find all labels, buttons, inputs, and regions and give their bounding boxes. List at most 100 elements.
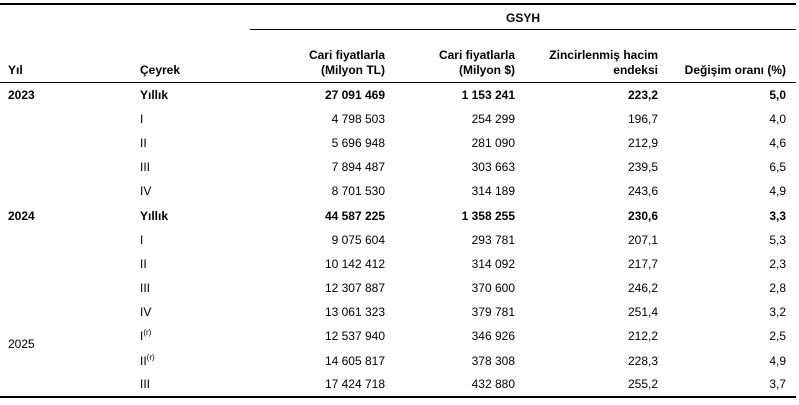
year-cell xyxy=(0,300,132,324)
year-cell xyxy=(0,252,132,276)
index-value-cell: 228,3 xyxy=(627,353,658,368)
index-value-cell: 243,6 xyxy=(627,184,658,199)
table-row: II 10 142 412 314 092 217,7 2,3 xyxy=(0,252,796,276)
quarter-cell: IV xyxy=(132,300,250,324)
change-rate-cell: 5,3 xyxy=(769,232,787,247)
year-cell: 2024 xyxy=(0,203,132,227)
quarter-cell: II xyxy=(132,252,250,276)
group-header-row: GSYH xyxy=(0,4,797,30)
col-header-chained-volume-index: Zincirlenmiş hacim endeksi xyxy=(515,29,658,83)
usd-value-cell: 281 090 xyxy=(471,135,515,150)
year-cell: 2025 xyxy=(0,324,132,348)
gsyh-table: GSYH Yıl Çeyrek Cari fiyatlarla (Milyon … xyxy=(0,3,797,398)
col-header-usd-line2: (Milyon $) xyxy=(459,63,515,77)
quarter-cell: Yıllık xyxy=(132,83,250,107)
col-header-current-prices-usd: Cari fiyatlarla (Milyon $) xyxy=(385,29,515,83)
change-rate-cell: 2,8 xyxy=(769,281,787,296)
year-label: 2025 xyxy=(8,337,35,349)
quarter-label: I xyxy=(140,329,144,344)
table-row: 2025 I(r) 12 537 940 346 926 212,2 2,5 xyxy=(0,324,796,349)
change-rate-cell: 5,0 xyxy=(769,87,787,102)
usd-value-cell: 432 880 xyxy=(471,377,515,392)
tl-value-cell: 7 894 487 xyxy=(331,160,385,175)
year-cell xyxy=(0,107,132,131)
quarter-label: IV xyxy=(140,184,152,199)
table-body: 2023 Yıllık 27 091 469 1 153 241 223,2 5… xyxy=(0,83,796,397)
quarter-cell: I xyxy=(132,228,250,252)
year-label: 2024 xyxy=(8,208,35,223)
index-value-cell: 255,2 xyxy=(627,377,658,392)
index-value-cell: 196,7 xyxy=(627,111,658,126)
col-header-change-rate: Değişim oranı (%) xyxy=(658,29,797,83)
gsyh-group-header: GSYH xyxy=(250,4,797,30)
usd-value-cell: 346 926 xyxy=(471,329,515,344)
tl-value-cell: 13 061 323 xyxy=(324,305,385,320)
tl-value-cell: 44 587 225 xyxy=(324,208,385,223)
usd-value-cell: 1 358 255 xyxy=(461,208,515,223)
table-row: II 5 696 948 281 090 212,9 4,6 xyxy=(0,131,796,155)
quarter-label: II xyxy=(140,256,147,271)
year-cell xyxy=(0,349,132,373)
change-rate-cell: 4,6 xyxy=(769,135,787,150)
quarter-label: III xyxy=(140,160,151,175)
year-label: 2023 xyxy=(8,87,35,102)
tl-value-cell: 17 424 718 xyxy=(324,377,385,392)
col-header-tl-line2: (Milyon TL) xyxy=(321,63,385,77)
table-row: I 4 798 503 254 299 196,7 4,0 xyxy=(0,107,796,131)
usd-value-cell: 303 663 xyxy=(471,160,515,175)
year-cell: 2023 xyxy=(0,83,132,107)
change-rate-cell: 6,5 xyxy=(769,160,787,175)
group-header-spacer xyxy=(0,4,250,30)
tl-value-cell: 10 142 412 xyxy=(324,256,385,271)
revision-marker: (r) xyxy=(146,352,155,362)
tl-value-cell: 12 537 940 xyxy=(324,329,385,344)
tl-value-cell: 4 798 503 xyxy=(331,111,385,126)
quarter-cell: Yıllık xyxy=(132,203,250,227)
quarter-cell: II xyxy=(132,131,250,155)
quarter-label: Yıllık xyxy=(140,87,169,102)
col-header-index-line2: endeksi xyxy=(613,63,658,77)
index-value-cell: 246,2 xyxy=(627,281,658,296)
tl-value-cell: 9 075 604 xyxy=(331,232,385,247)
quarter-cell: I xyxy=(132,107,250,131)
index-value-cell: 207,1 xyxy=(627,232,658,247)
quarter-label: IV xyxy=(140,305,152,320)
change-rate-cell: 4,9 xyxy=(769,184,787,199)
year-cell xyxy=(0,131,132,155)
year-cell xyxy=(0,276,132,300)
usd-value-cell: 379 781 xyxy=(471,305,515,320)
quarter-cell: III xyxy=(132,155,250,179)
change-rate-cell: 3,7 xyxy=(769,377,787,392)
year-cell xyxy=(0,179,132,203)
change-rate-cell: 3,3 xyxy=(769,208,787,223)
index-value-cell: 212,9 xyxy=(627,135,658,150)
usd-value-cell: 314 092 xyxy=(471,256,515,271)
index-value-cell: 239,5 xyxy=(627,160,658,175)
table-row: III 12 307 887 370 600 246,2 2,8 xyxy=(0,276,796,300)
tl-value-cell: 8 701 530 xyxy=(331,184,385,199)
change-rate-cell: 2,5 xyxy=(769,329,787,344)
change-rate-cell: 4,9 xyxy=(769,353,787,368)
quarter-label: III xyxy=(140,377,151,392)
quarter-label: Yıllık xyxy=(140,208,169,223)
col-header-index-line1: Zincirlenmiş hacim xyxy=(549,48,658,62)
usd-value-cell: 314 189 xyxy=(471,184,515,199)
year-cell xyxy=(0,373,132,397)
table-row: I 9 075 604 293 781 207,1 5,3 xyxy=(0,228,796,252)
tl-value-cell: 12 307 887 xyxy=(324,281,385,296)
table-row: 2023 Yıllık 27 091 469 1 153 241 223,2 5… xyxy=(0,83,796,107)
col-header-yil: Yıl xyxy=(0,29,132,83)
usd-value-cell: 254 299 xyxy=(471,111,515,126)
year-cell xyxy=(0,228,132,252)
quarter-label: II xyxy=(140,353,147,368)
tl-value-cell: 5 696 948 xyxy=(331,135,385,150)
change-rate-cell: 2,3 xyxy=(769,256,787,271)
index-value-cell: 217,7 xyxy=(627,256,658,271)
usd-value-cell: 378 308 xyxy=(471,353,515,368)
col-header-ceyrek: Çeyrek xyxy=(132,29,250,83)
quarter-cell: III xyxy=(132,276,250,300)
quarter-label: II xyxy=(140,135,147,150)
table-row: 2024 Yıllık 44 587 225 1 358 255 230,6 3… xyxy=(0,203,796,227)
tl-value-cell: 14 605 817 xyxy=(324,353,385,368)
